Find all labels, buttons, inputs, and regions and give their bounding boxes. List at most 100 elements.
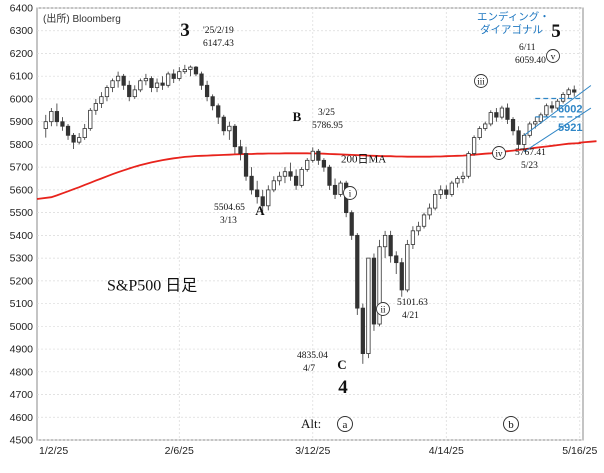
candle-down xyxy=(371,257,377,325)
candle-down xyxy=(54,111,60,123)
candle-down xyxy=(360,307,365,354)
candle-down xyxy=(316,150,321,161)
candle-up xyxy=(43,121,48,129)
candle-up xyxy=(538,114,543,123)
price-date-label: 5767.41 xyxy=(515,148,546,158)
y-tick-label: 4600 xyxy=(10,412,34,424)
subwave-label: ii xyxy=(380,305,386,315)
candle-down xyxy=(71,134,76,143)
alt-label: Alt: xyxy=(301,416,321,431)
candle-up xyxy=(449,182,454,195)
y-tick-label: 5500 xyxy=(10,207,34,219)
candle-up xyxy=(282,171,288,177)
y-tick-label: 5800 xyxy=(10,139,34,151)
candle-down xyxy=(199,73,204,86)
candle-up xyxy=(522,134,527,145)
candle-up xyxy=(533,121,538,125)
y-tick-label: 5000 xyxy=(10,321,34,333)
candle-up xyxy=(115,75,121,82)
candle-down xyxy=(210,96,215,107)
y-tick-label: 5200 xyxy=(10,275,34,287)
candle-down xyxy=(60,121,65,127)
candle-up xyxy=(382,234,388,248)
subwave-label: iii xyxy=(477,77,485,87)
ma200-label: 200日MA xyxy=(341,154,386,166)
candle-down xyxy=(121,75,126,86)
subwave-circle xyxy=(546,49,560,63)
candle-down xyxy=(394,255,399,264)
candle-up xyxy=(555,100,560,109)
candle-down xyxy=(355,234,360,309)
candle-down xyxy=(444,189,449,195)
y-tick-label: 4800 xyxy=(10,366,34,378)
wave-label: 5 xyxy=(551,21,561,42)
chart-source: (出所) Bloomberg xyxy=(43,12,121,25)
diagonal-label: エンディング・ xyxy=(477,10,550,23)
subwave-circle xyxy=(343,186,357,200)
price-date-label: 6147.43 xyxy=(203,39,234,49)
price-date-label: 6/11 xyxy=(519,43,536,53)
candle-up xyxy=(99,96,104,104)
alt-a-circle xyxy=(337,416,353,432)
candle-up xyxy=(266,189,271,207)
y-tick-label: 4500 xyxy=(10,435,34,447)
candle-down xyxy=(260,196,265,207)
candle-up xyxy=(438,189,443,195)
subwave-label: i xyxy=(349,189,352,199)
y-tick-label: 5600 xyxy=(10,184,34,196)
candle-up xyxy=(427,207,432,216)
wave-label: A xyxy=(255,203,265,218)
subwave-label: v xyxy=(551,52,556,62)
candle-up xyxy=(460,175,466,179)
candle-up xyxy=(277,175,282,182)
candle-down xyxy=(243,153,249,177)
candle-down xyxy=(221,116,226,132)
candle-down xyxy=(572,89,577,93)
candle-up xyxy=(471,137,477,154)
candle-up xyxy=(305,159,310,170)
candle-down xyxy=(327,166,332,186)
candle-up xyxy=(466,153,471,177)
price-date-label: '25/2/19 xyxy=(203,26,234,36)
y-tick-label: 6200 xyxy=(10,48,34,60)
subwave-circle xyxy=(376,302,390,316)
candle-down xyxy=(505,107,510,120)
candle-down xyxy=(349,212,354,236)
y-tick-label: 6400 xyxy=(10,3,34,15)
candle-down xyxy=(238,146,243,154)
subwave-circle xyxy=(492,146,506,160)
candle-up xyxy=(110,80,115,88)
candle-down xyxy=(160,82,165,86)
candle-up xyxy=(410,230,416,245)
x-tick-label: 3/12/25 xyxy=(295,445,330,457)
y-tick-label: 4700 xyxy=(10,389,34,401)
candle-down xyxy=(388,234,393,257)
candle-up xyxy=(182,68,187,73)
candle-up xyxy=(338,182,343,195)
candle-down xyxy=(255,189,260,198)
candle-up xyxy=(421,214,427,227)
y-tick-label: 6300 xyxy=(10,25,34,37)
price-date-label: 5/23 xyxy=(521,161,538,171)
candle-up xyxy=(88,109,93,129)
y-tick-label: 6100 xyxy=(10,71,34,83)
price-date-label: 6059.40 xyxy=(515,56,546,66)
candle-down xyxy=(549,105,555,109)
wave-label: C xyxy=(337,357,346,372)
candle-up xyxy=(227,125,232,132)
y-tick-label: 5900 xyxy=(10,116,34,128)
y-tick-label: 4900 xyxy=(10,344,34,356)
candle-up xyxy=(132,89,137,98)
alt-b-circle xyxy=(503,416,519,432)
candle-up xyxy=(154,82,160,88)
candle-up xyxy=(93,103,98,111)
candle-up xyxy=(499,107,505,118)
candle-down xyxy=(510,119,516,132)
y-tick-label: 5300 xyxy=(10,253,34,265)
candle-down xyxy=(216,105,221,118)
price-date-label: 5101.63 xyxy=(397,298,428,308)
diagonal-label: ダイアゴナル xyxy=(480,23,543,36)
candle-down xyxy=(399,262,404,291)
channel-lower xyxy=(523,107,592,153)
